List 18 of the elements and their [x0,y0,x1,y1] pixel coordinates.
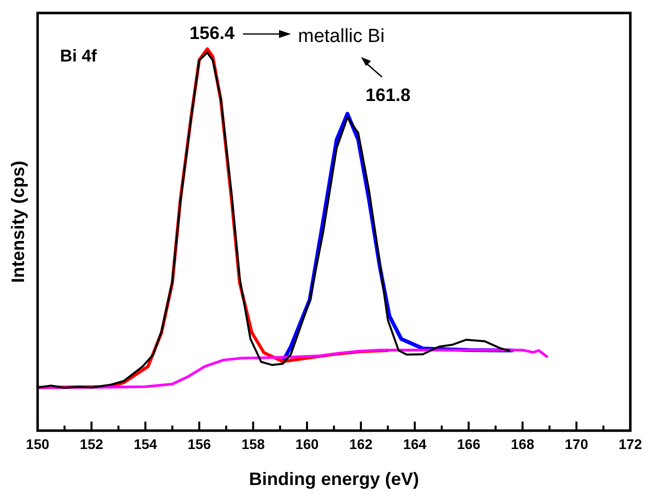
x-tick-label: 168 [510,436,534,452]
x-tick-label: 164 [403,436,427,452]
x-tick-label: 158 [241,436,266,452]
x-tick-label: 172 [618,436,642,452]
text: 156.4 [189,22,235,43]
x-tick-label: 152 [80,436,104,452]
x-tick-label: 162 [349,436,373,452]
text: metallic Bi [298,26,385,48]
x-tick-label: 170 [564,436,588,452]
annotation: 161.8 [365,84,411,105]
x-tick-label: 166 [456,436,481,452]
x-tick-label: 160 [295,436,319,452]
y-axis-title: Intensity (cps) [8,160,28,283]
x-tick-label: 156 [188,436,212,452]
x-tick-label: 154 [134,436,158,452]
x-tick-label: 150 [26,436,50,452]
annotation: Bi 4f [60,46,98,66]
x-axis-title: Binding energy (eV) [248,469,419,490]
